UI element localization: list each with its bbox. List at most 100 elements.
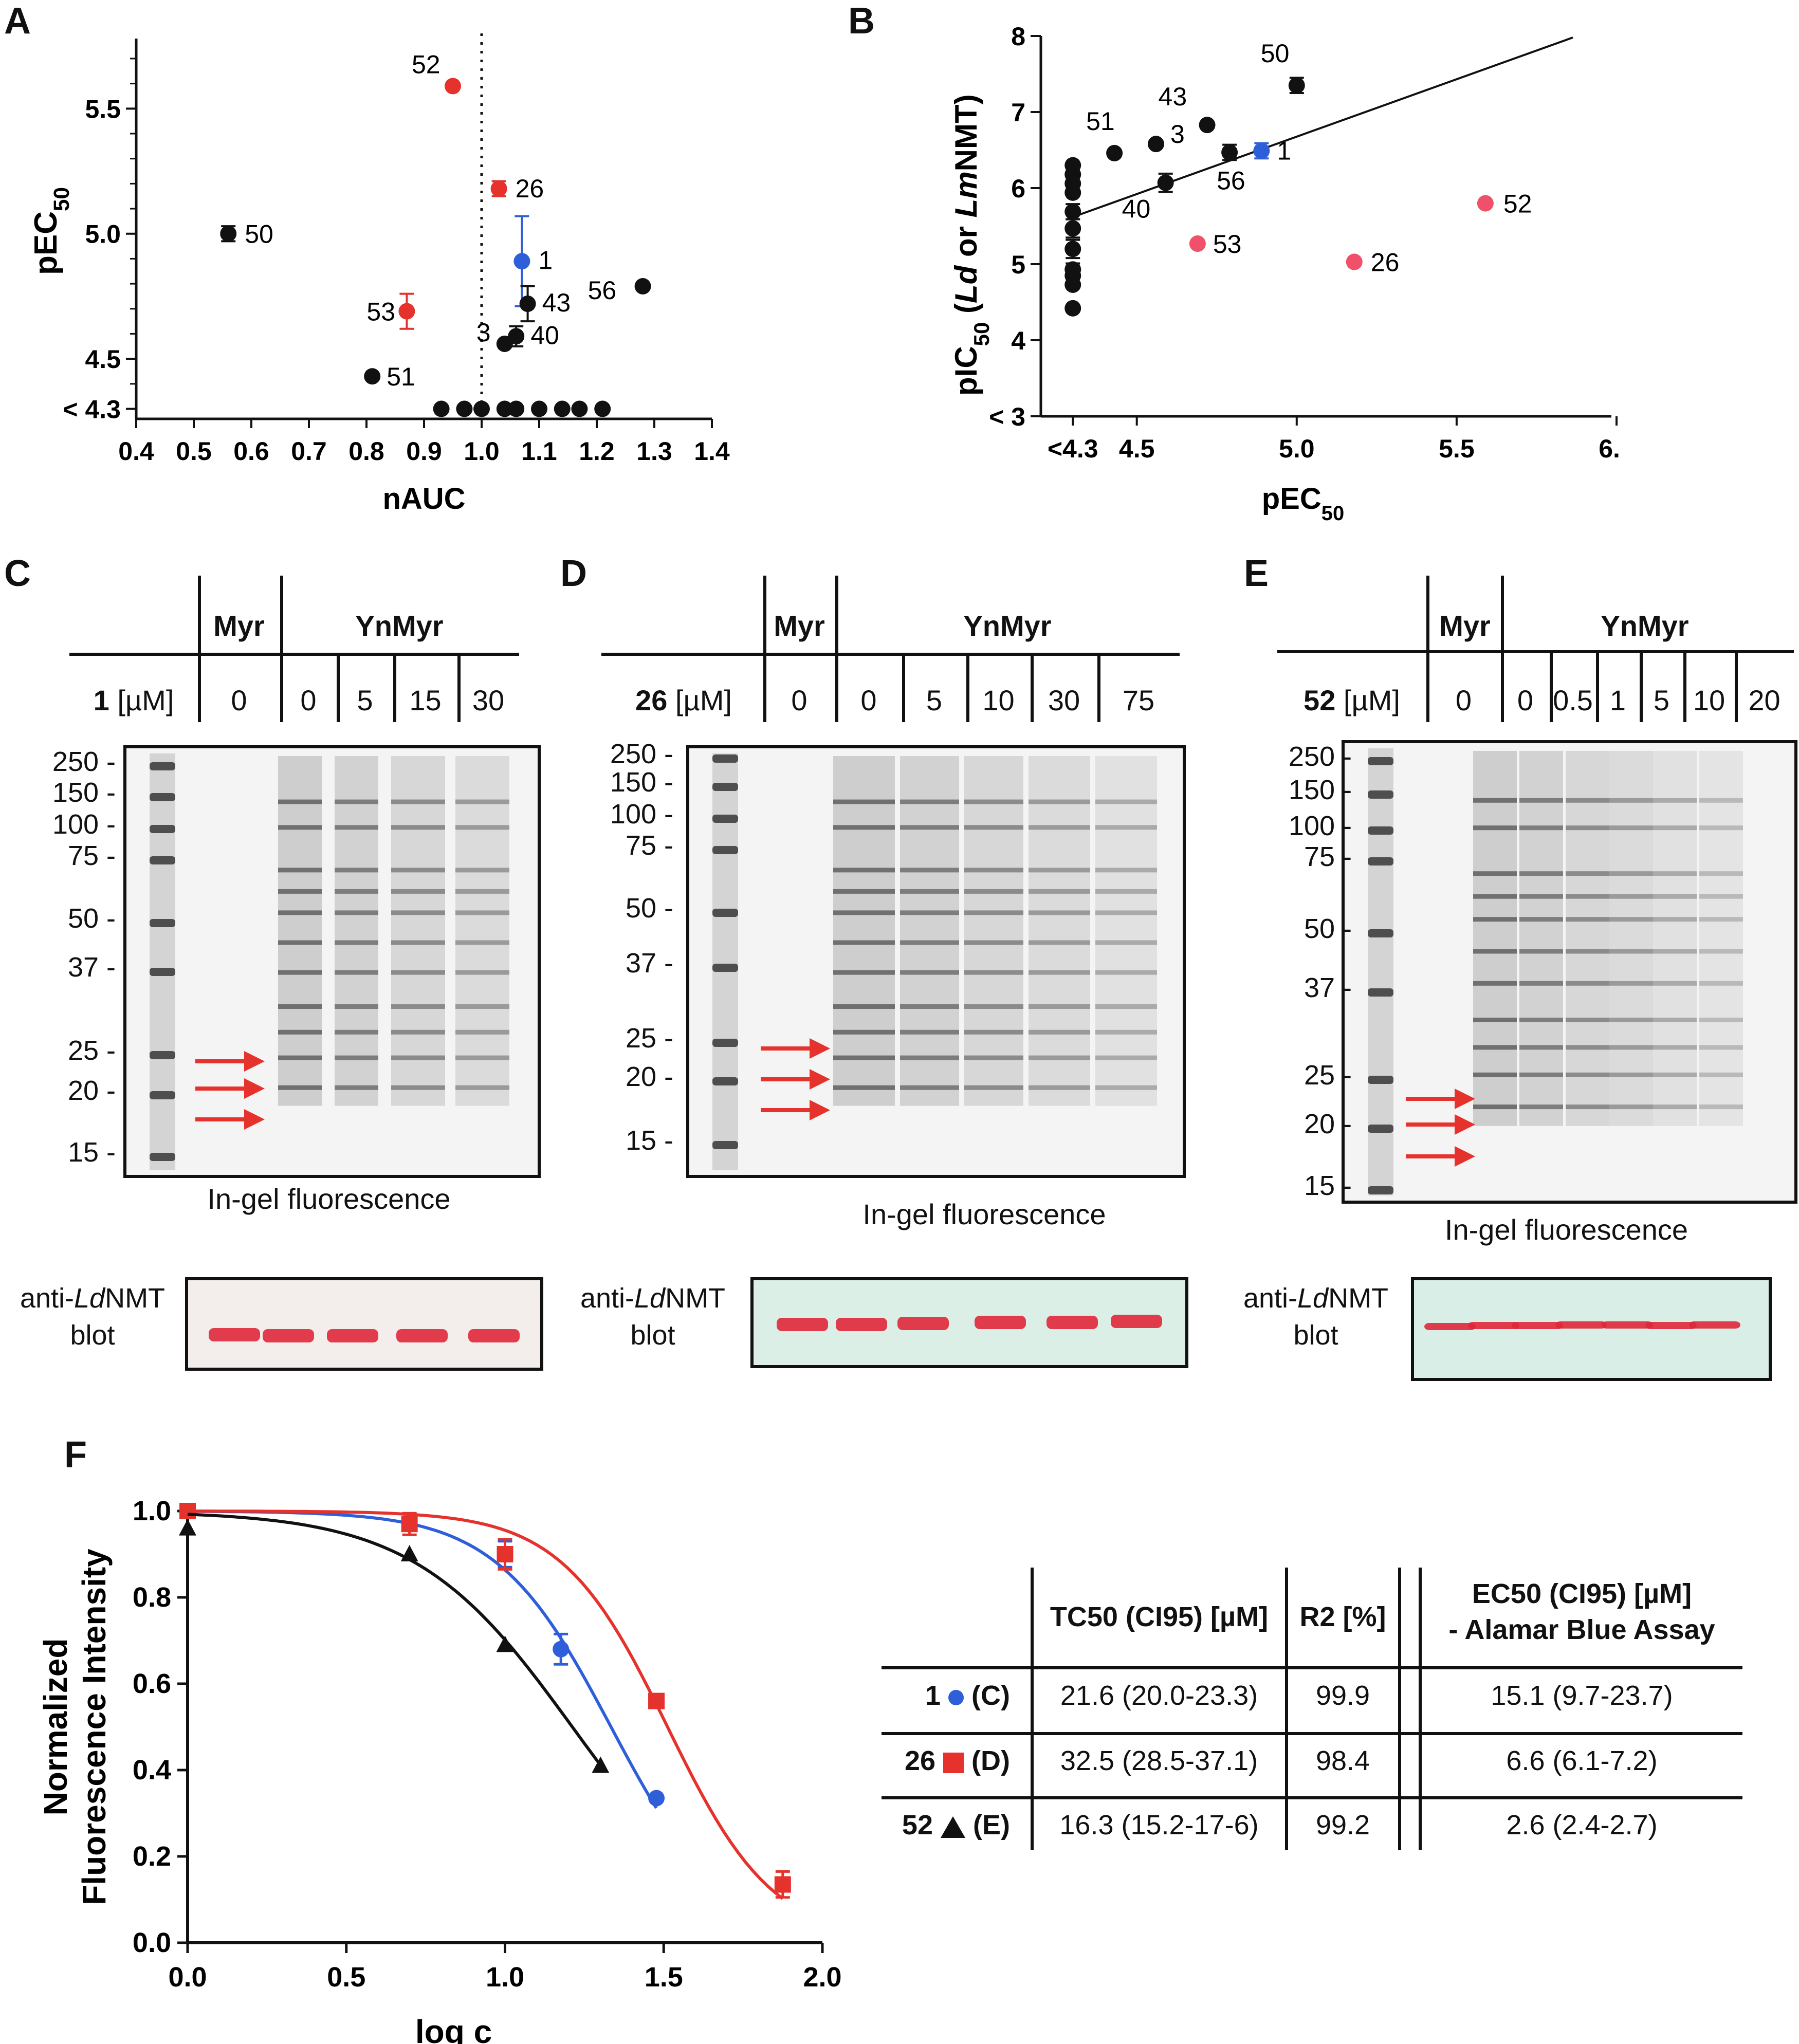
sample-band bbox=[1473, 1104, 1517, 1109]
sample-lane bbox=[1609, 751, 1653, 1126]
data-point bbox=[1064, 241, 1081, 257]
chart-f: 0.0 0.5 1.0 1.5 2.0 1.0 0.8 0.6 0.4 0.2 0.0 log c No… bbox=[0, 1465, 900, 2044]
row-compound: 26 (D) bbox=[882, 1745, 1031, 1777]
header-rule bbox=[601, 653, 1180, 656]
blot-label-line1: anti-LdNMT bbox=[0, 1280, 185, 1317]
sample-band bbox=[1699, 798, 1743, 803]
ynmyr-header: YnMyr bbox=[297, 609, 502, 642]
fit-curve-26 bbox=[188, 1511, 783, 1899]
sample-band bbox=[335, 1056, 378, 1060]
y-axis-title-text: pIC50 (Ld or LmNMT) bbox=[949, 94, 994, 396]
sample-band bbox=[964, 1030, 1023, 1035]
sample-band bbox=[964, 825, 1023, 830]
mw-marker-label: 250 - bbox=[1264, 741, 1352, 772]
conc-label: 1 bbox=[1596, 684, 1640, 717]
data-point-26 bbox=[497, 1546, 513, 1562]
sample-band bbox=[1095, 1056, 1157, 1060]
blot-band bbox=[1424, 1323, 1476, 1330]
conc-label: 15 bbox=[393, 684, 457, 717]
point-label: 26 bbox=[1371, 248, 1400, 277]
ladder-band bbox=[1368, 1186, 1393, 1194]
sample-band bbox=[391, 1085, 445, 1090]
ladder-band bbox=[712, 909, 738, 917]
x-tick-label: 1.3 bbox=[636, 437, 672, 466]
sample-band bbox=[900, 1056, 959, 1060]
ladder-band bbox=[150, 856, 175, 864]
mw-marker-label: 150 - bbox=[1264, 774, 1352, 806]
x-tick-label: 1.4 bbox=[694, 437, 730, 466]
x-tick-label: 0.5 bbox=[176, 437, 212, 466]
red-arrow-icon bbox=[195, 1076, 267, 1101]
y-axis-title-line2: Fluorescence Intensity bbox=[76, 1549, 113, 1905]
data-point bbox=[635, 278, 651, 294]
point-label: 51 bbox=[387, 362, 415, 391]
conc-label: 0 bbox=[280, 684, 337, 717]
point-label: 53 bbox=[1213, 230, 1242, 259]
point-label: 1 bbox=[1277, 136, 1291, 165]
blot-band bbox=[263, 1329, 314, 1342]
arrow-head bbox=[1455, 1114, 1475, 1135]
sample-band bbox=[1609, 1018, 1653, 1022]
x-tick-label: 0.0 bbox=[168, 1962, 207, 1993]
sample-band bbox=[1519, 981, 1563, 986]
sample-band bbox=[1566, 1073, 1609, 1077]
x-tick-label: 0.5 bbox=[327, 1962, 365, 1993]
sample-band bbox=[1566, 1018, 1609, 1022]
sample-band bbox=[1095, 868, 1157, 872]
red-square-icon bbox=[943, 1753, 964, 1773]
chart-a: 0.4 0.5 0.6 0.7 0.8 0.9 1.0 1.1 1.2 1.3 1.45.55.04… bbox=[0, 0, 745, 519]
ladder-lane bbox=[150, 753, 175, 1170]
sample-band bbox=[1029, 889, 1090, 894]
sample-band bbox=[1566, 1104, 1609, 1109]
sample-band bbox=[1653, 871, 1697, 876]
sample-band bbox=[1029, 825, 1090, 830]
data-point bbox=[1064, 220, 1081, 236]
blot-band bbox=[1689, 1321, 1740, 1329]
sample-lane bbox=[1029, 756, 1090, 1106]
row-tc50: 16.3 (15.2-17-6) bbox=[1033, 1809, 1285, 1841]
y-tick-label: 0.0 bbox=[133, 1927, 171, 1958]
sample-band bbox=[278, 910, 322, 915]
sample-band bbox=[1029, 1004, 1090, 1009]
conc-label: 0.5 bbox=[1550, 684, 1596, 717]
blot-band bbox=[468, 1329, 520, 1342]
sample-lane bbox=[391, 756, 445, 1106]
red-arrow-icon bbox=[761, 1066, 833, 1092]
ladder-band bbox=[1368, 988, 1393, 997]
red-arrow-icon bbox=[1406, 1112, 1478, 1137]
western-blot bbox=[1411, 1277, 1772, 1381]
sample-band bbox=[1095, 1004, 1157, 1009]
sample-band bbox=[900, 800, 959, 804]
sample-band bbox=[278, 1085, 322, 1090]
sample-band bbox=[964, 1004, 1023, 1009]
blot-label: anti-LdNMT blot bbox=[0, 1280, 185, 1354]
conc-label: 0 bbox=[835, 684, 902, 717]
x-tick-label: 1.1 bbox=[521, 437, 557, 466]
mw-marker-label: 37 - bbox=[586, 947, 673, 979]
y-tick-label: 7 bbox=[1011, 98, 1025, 127]
x-axis-title: pEC50 bbox=[1262, 482, 1345, 525]
data-point bbox=[1346, 254, 1363, 270]
row-tc50: 21.6 (20.0-23.3) bbox=[1033, 1680, 1285, 1711]
sample-band bbox=[833, 970, 895, 975]
blot-label: anti-LdNMT blot bbox=[1223, 1280, 1408, 1354]
sample-band bbox=[1653, 949, 1697, 954]
sample-band bbox=[833, 1030, 895, 1035]
sample-band bbox=[900, 941, 959, 945]
x-tick-label: 0.7 bbox=[291, 437, 327, 466]
conc-label: 30 bbox=[457, 684, 519, 717]
sample-band bbox=[1609, 798, 1653, 803]
data-point bbox=[1064, 277, 1081, 293]
sample-band bbox=[1566, 871, 1609, 876]
sample-band bbox=[335, 800, 378, 804]
data-point bbox=[520, 296, 536, 312]
sample-band bbox=[1609, 825, 1653, 830]
mw-marker-label: 50 - bbox=[28, 903, 116, 934]
compound-number: 26 bbox=[635, 684, 667, 716]
point-label: 26 bbox=[516, 174, 544, 203]
y-tick-label: 6 bbox=[1011, 174, 1025, 203]
sample-band bbox=[335, 910, 378, 915]
fit-curve-52 bbox=[188, 1514, 600, 1765]
sample-band bbox=[1519, 949, 1563, 954]
sample-band bbox=[1609, 1073, 1653, 1077]
